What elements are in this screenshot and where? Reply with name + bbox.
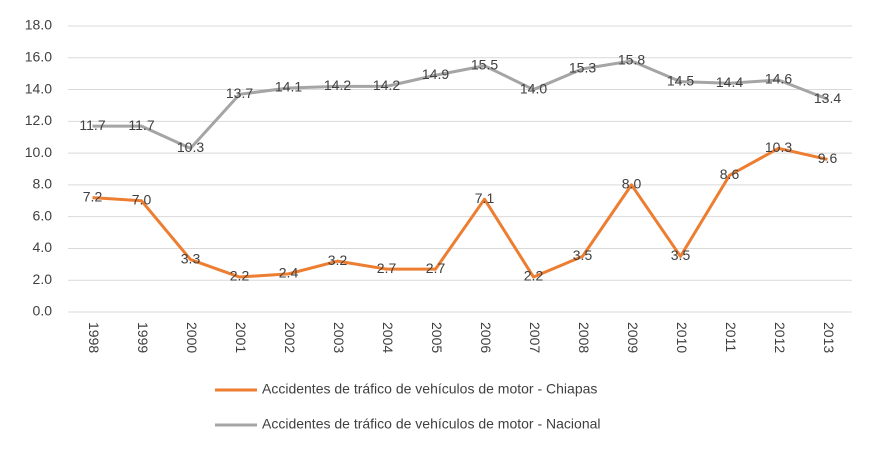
x-tick-label: 1999 <box>135 322 151 353</box>
data-label: 14.6 <box>765 71 792 87</box>
data-label: 3.5 <box>573 247 593 263</box>
x-tick-label: 2004 <box>380 322 396 353</box>
y-tick-label: 16.0 <box>25 48 52 64</box>
data-label: 14.4 <box>716 74 743 90</box>
data-label: 2.2 <box>524 268 544 284</box>
x-tick-label: 2008 <box>576 322 592 353</box>
data-label: 8.6 <box>720 166 740 182</box>
data-label: 2.2 <box>230 268 250 284</box>
data-label: 10.3 <box>765 139 792 155</box>
data-label: 14.0 <box>520 80 547 96</box>
legend-label: Accidentes de tráfico de vehículos de mo… <box>262 381 597 397</box>
x-tick-label: 2000 <box>184 322 200 353</box>
y-tick-label: 0.0 <box>33 303 53 319</box>
y-tick-label: 12.0 <box>25 112 52 128</box>
data-label: 14.9 <box>422 66 449 82</box>
data-label: 7.1 <box>475 190 495 206</box>
x-tick-label: 1998 <box>86 322 102 353</box>
y-tick-label: 14.0 <box>25 80 52 96</box>
data-label: 9.6 <box>818 150 838 166</box>
data-label: 8.0 <box>622 176 642 192</box>
legend-label: Accidentes de tráfico de vehículos de mo… <box>262 416 601 432</box>
x-tick-label: 2012 <box>772 322 788 353</box>
y-tick-label: 18.0 <box>25 17 52 33</box>
data-label: 3.5 <box>671 247 691 263</box>
x-tick-label: 2003 <box>331 322 347 353</box>
data-label: 2.7 <box>426 260 446 276</box>
y-tick-label: 10.0 <box>25 144 52 160</box>
x-tick-label: 2010 <box>674 322 690 353</box>
data-label: 15.3 <box>569 60 596 76</box>
x-tick-label: 2011 <box>723 322 739 352</box>
data-label: 14.1 <box>275 79 302 95</box>
y-tick-label: 8.0 <box>33 176 53 192</box>
series-line <box>92 59 829 150</box>
x-tick-label: 2009 <box>625 322 641 353</box>
y-tick-label: 2.0 <box>33 271 53 287</box>
data-label: 13.7 <box>226 85 253 101</box>
data-label: 11.7 <box>128 117 154 133</box>
data-label: 14.2 <box>324 77 351 93</box>
data-label: 15.8 <box>618 52 645 68</box>
data-label: 14.5 <box>667 72 694 88</box>
x-tick-label: 2002 <box>282 322 298 353</box>
series-line <box>92 146 828 279</box>
data-label: 7.2 <box>83 188 103 204</box>
data-label: 11.7 <box>79 117 105 133</box>
data-label: 15.5 <box>471 56 498 72</box>
y-tick-label: 4.0 <box>33 239 53 255</box>
x-tick-label: 2005 <box>429 322 445 353</box>
x-tick-label: 2006 <box>478 322 494 353</box>
x-tick-label: 2001 <box>233 322 249 353</box>
x-tick-label: 2007 <box>527 322 543 353</box>
x-tick-label: 2013 <box>821 322 837 353</box>
data-label: 3.2 <box>328 252 348 268</box>
data-label: 10.3 <box>177 139 204 155</box>
data-label: 13.4 <box>814 90 841 106</box>
data-label: 7.0 <box>132 191 152 207</box>
data-label: 14.2 <box>373 77 400 93</box>
data-label: 3.3 <box>181 250 201 266</box>
data-label: 2.7 <box>377 260 397 276</box>
y-tick-label: 6.0 <box>33 207 53 223</box>
data-label: 2.4 <box>279 265 299 281</box>
